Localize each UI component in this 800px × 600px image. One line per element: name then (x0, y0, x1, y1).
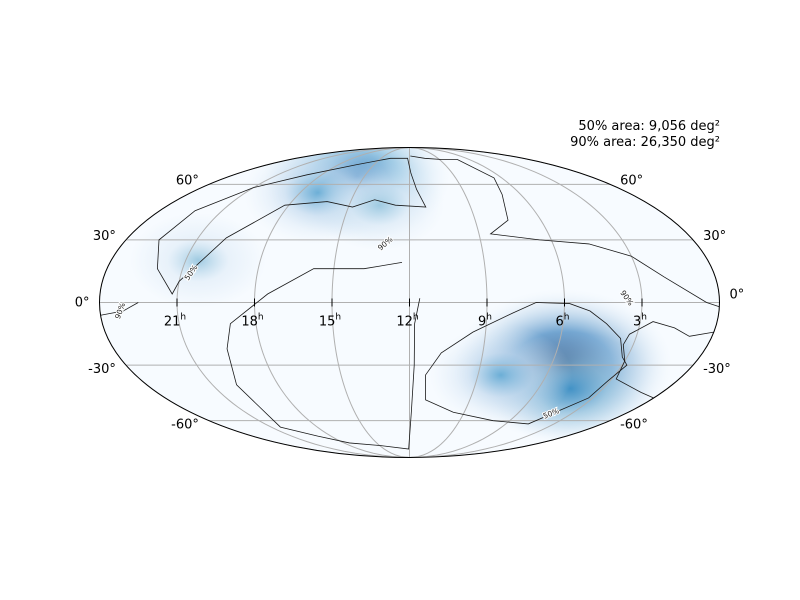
dec-axis: 60° 60° 30° 30° 0° 0° -30° -30° -60° -60° (75, 173, 745, 432)
dec-tick-label-right: 60° (620, 173, 643, 188)
contour-50 (156, 157, 427, 295)
contour-90 (410, 155, 720, 308)
dec-tick-label-right: 0° (730, 288, 745, 303)
dec-tick-label-left: 0° (75, 296, 90, 311)
dec-tick-label-right: -60° (620, 418, 648, 433)
ra-tick-label: 15h (319, 313, 341, 330)
dec-tick-label-left: 60° (176, 173, 199, 188)
dec-tick-label-left: -30° (88, 362, 116, 377)
dec-tick-label-right: -30° (703, 362, 731, 377)
ra-tick-label: 18h (241, 313, 263, 330)
ra-tick-label: 6h (556, 313, 570, 330)
area-50-annotation: 50% area: 9,056 deg² (578, 119, 720, 134)
ra-tick-label: 3h (633, 313, 647, 330)
map-boundary (99, 147, 720, 458)
ra-tick-label: 12h (396, 313, 418, 330)
dec-tick-label-right: 30° (703, 229, 726, 244)
contour-90 (100, 302, 139, 316)
contour-90 (226, 262, 421, 450)
probability-peak (429, 325, 573, 425)
ra-axis: 21h 18h 15h 12h 9h 6h 3h (164, 298, 647, 330)
probability-peak (314, 159, 445, 251)
ra-tick-label: 21h (164, 313, 186, 330)
dec-tick-label-left: -60° (171, 418, 199, 433)
contour-50 (425, 302, 628, 425)
area-90-annotation: 90% area: 26,350 deg² (570, 135, 720, 150)
credible-region-contours (100, 155, 720, 450)
probability-peak (130, 212, 267, 308)
contour-90 (615, 321, 714, 399)
ra-tick-label: 9h (478, 313, 492, 330)
dec-tick-label-left: 30° (93, 229, 116, 244)
